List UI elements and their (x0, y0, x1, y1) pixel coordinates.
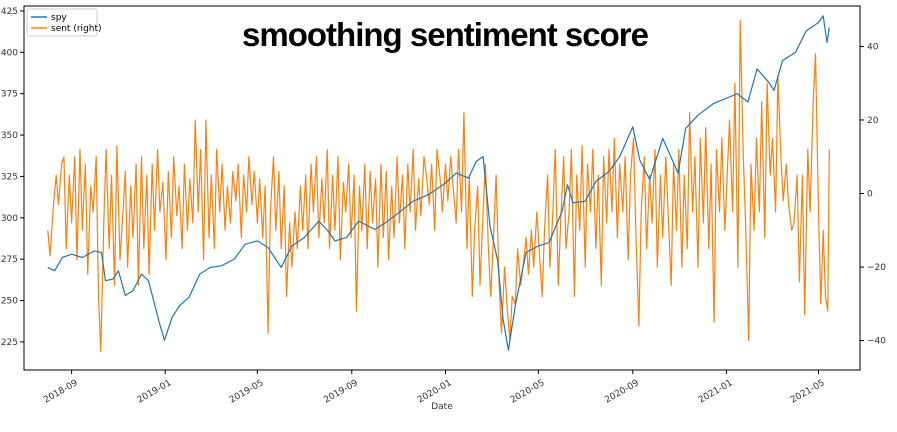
series-line-sent (47, 20, 830, 353)
right-y-tick-label: 0 (867, 190, 873, 200)
left-y-tick-label: 300 (1, 214, 18, 224)
chart-title: smoothing sentiment score (242, 16, 649, 53)
x-tick-label: 2021-05 (789, 378, 827, 405)
x-tick-label: 2020-09 (603, 378, 641, 406)
plot-area (23, 5, 861, 371)
legend-label-sent: sent (right) (51, 24, 102, 34)
left-y-tick-label: 250 (1, 297, 18, 307)
x-axis: 2018-09 2019-01 2019-05 2019-09 2020-01 2020-… (42, 370, 827, 406)
right-y-tick-label: 40 (867, 42, 879, 52)
series-layer (47, 15, 830, 353)
x-tick-label: 2021-01 (697, 378, 735, 405)
left-y-tick-label: 225 (1, 338, 18, 348)
right-y-axis: −40 −20 0 20 40 (860, 42, 886, 347)
x-tick-label: 2019-05 (228, 378, 266, 405)
right-y-tick-label: −40 (867, 337, 886, 347)
x-axis-label: Date (431, 402, 453, 412)
left-y-tick-label: 350 (1, 131, 18, 141)
right-y-tick-label: −20 (867, 263, 886, 273)
x-tick-label: 2018-09 (42, 378, 80, 406)
x-tick-label: 2020-05 (509, 378, 547, 405)
plot-frame (23, 5, 861, 371)
legend: spy sent (right) (26, 8, 102, 37)
left-y-axis: 225 250 275 300 325 350 375 400 425 (1, 7, 24, 348)
left-y-tick-label: 375 (1, 90, 18, 100)
series-line-spy (47, 15, 830, 351)
right-y-tick-label: 20 (867, 116, 879, 126)
legend-label-spy: spy (51, 13, 67, 23)
x-tick-label: 2019-01 (136, 378, 174, 405)
legend-box (26, 8, 98, 37)
x-tick-label: 2019-09 (322, 378, 360, 406)
left-y-tick-label: 275 (1, 255, 18, 265)
left-y-tick-label: 400 (1, 48, 18, 58)
left-y-tick-label: 325 (1, 172, 18, 182)
left-y-tick-label: 425 (1, 7, 18, 17)
